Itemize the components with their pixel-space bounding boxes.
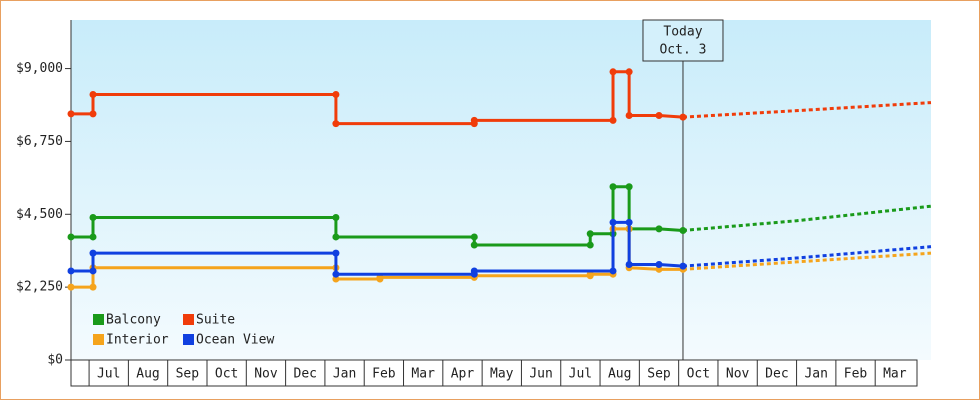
x-tick-label: Sep xyxy=(176,367,200,382)
x-tick-label: Mar xyxy=(883,367,907,382)
legend-label: Suite xyxy=(196,313,235,328)
y-tick-label: $6,750 xyxy=(16,134,63,149)
point xyxy=(89,214,97,222)
y-tick-label: $9,000 xyxy=(16,61,63,76)
point xyxy=(625,183,633,191)
x-tick-label: Mar xyxy=(411,367,435,382)
x-tick-label: Feb xyxy=(844,367,868,382)
y-tick-label: $4,500 xyxy=(16,207,63,222)
x-tick-label: Oct xyxy=(687,367,710,382)
forecast-line xyxy=(682,251,932,271)
point xyxy=(67,110,75,118)
today-box xyxy=(642,19,724,62)
point xyxy=(89,110,97,118)
point xyxy=(679,262,687,270)
legend-label: Ocean View xyxy=(196,333,274,348)
point xyxy=(89,90,97,98)
point xyxy=(625,218,633,226)
point xyxy=(332,270,340,278)
x-tick-label: Jan xyxy=(804,367,827,382)
point xyxy=(332,233,340,241)
point xyxy=(470,267,478,275)
legend-label: Interior xyxy=(106,333,169,348)
point xyxy=(67,283,75,291)
point xyxy=(655,112,663,120)
x-tick-label: Apr xyxy=(451,367,475,382)
point xyxy=(332,275,340,283)
point xyxy=(586,230,594,238)
today-label: Today xyxy=(663,25,702,40)
forecast-line xyxy=(682,101,932,119)
point xyxy=(332,214,340,222)
point xyxy=(609,183,617,191)
x-axis-box xyxy=(70,359,918,387)
point xyxy=(625,68,633,76)
point xyxy=(470,241,478,249)
point xyxy=(332,90,340,98)
legend-swatch xyxy=(183,314,194,325)
point xyxy=(89,233,97,241)
point xyxy=(625,260,633,268)
point xyxy=(332,120,340,128)
x-tick-label: Dec xyxy=(765,367,788,382)
forecast-line xyxy=(682,245,932,268)
point xyxy=(655,265,663,273)
point xyxy=(89,283,97,291)
point xyxy=(679,113,687,121)
point xyxy=(609,267,617,275)
x-tick-label: Jul xyxy=(97,367,120,382)
point xyxy=(679,226,687,234)
y-tick-label: $0 xyxy=(47,353,63,368)
plot-area xyxy=(71,20,931,360)
point xyxy=(609,218,617,226)
legend-swatch xyxy=(93,334,104,345)
point xyxy=(655,260,663,268)
x-tick-label: Sep xyxy=(647,367,671,382)
x-tick-label: Oct xyxy=(215,367,238,382)
x-tick-label: Jun xyxy=(529,367,552,382)
x-tick-label: Aug xyxy=(608,367,631,382)
legend-swatch xyxy=(183,334,194,345)
point xyxy=(470,233,478,241)
x-tick-label: Aug xyxy=(136,367,159,382)
point xyxy=(609,116,617,124)
point xyxy=(470,116,478,124)
point xyxy=(89,267,97,275)
x-tick-label: Nov xyxy=(254,367,278,382)
point xyxy=(586,241,594,249)
point xyxy=(67,267,75,275)
x-tick-label: Jul xyxy=(569,367,592,382)
point xyxy=(332,249,340,257)
today-label: Oct. 3 xyxy=(659,43,706,58)
x-tick-label: Nov xyxy=(726,367,750,382)
x-tick-label: Jan xyxy=(333,367,356,382)
point xyxy=(89,249,97,257)
x-tick-label: Dec xyxy=(294,367,317,382)
point xyxy=(625,112,633,120)
x-tick-label: May xyxy=(490,367,514,382)
x-tick-label: Feb xyxy=(372,367,396,382)
legend-label: Balcony xyxy=(106,313,161,328)
y-tick-label: $2,250 xyxy=(16,280,63,295)
legend-swatch xyxy=(93,314,104,325)
point xyxy=(609,68,617,76)
point xyxy=(655,225,663,233)
forecast-line xyxy=(682,204,932,232)
point xyxy=(67,233,75,241)
